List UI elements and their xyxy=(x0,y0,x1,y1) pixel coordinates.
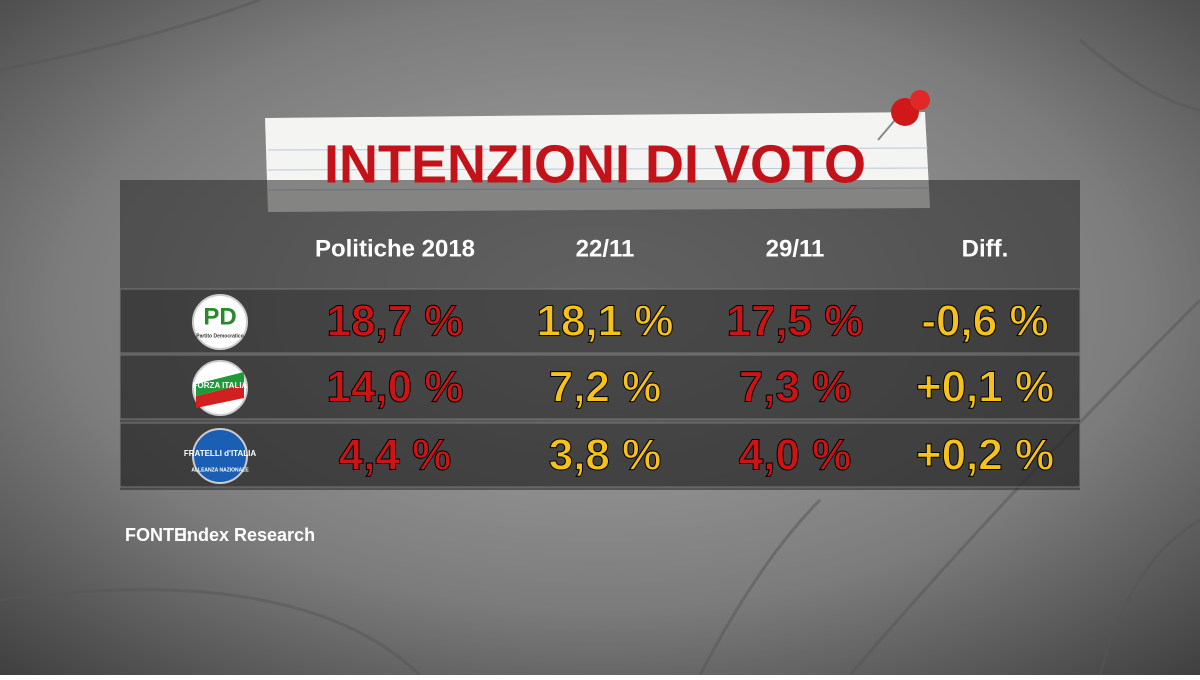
row-band xyxy=(119,354,1081,420)
source-label: FONTE: xyxy=(125,525,192,545)
cell-value: 7,3 % xyxy=(739,363,852,412)
row-band xyxy=(119,422,1081,488)
column-header: 29/11 xyxy=(766,235,825,262)
logo-mark: FRATELLI d'ITALIA xyxy=(184,449,256,458)
cell-value: +0,1 % xyxy=(916,363,1054,412)
cell-value: 18,1 % xyxy=(537,297,674,346)
logo-caption: Partito Democratico xyxy=(196,333,244,339)
party-logo xyxy=(192,294,248,350)
cell-value: 7,2 % xyxy=(549,363,662,412)
row-band xyxy=(119,288,1081,354)
logo-flag xyxy=(196,384,244,408)
title: INTENZIONI DI VOTO xyxy=(324,134,866,194)
logo-mark: PD xyxy=(203,303,236,330)
cell-value: 4,0 % xyxy=(739,431,852,480)
column-header: 22/11 xyxy=(576,235,635,262)
logo-mark: FORZA ITALIA xyxy=(193,381,248,390)
cell-value: 14,0 % xyxy=(327,363,464,412)
logo-flag xyxy=(196,372,244,396)
cell-value: 17,5 % xyxy=(727,297,864,346)
source: Index Research xyxy=(182,525,315,545)
logo-caption: ALLEANZA NAZIONALE xyxy=(191,467,249,473)
cell-value: +0,2 % xyxy=(916,431,1054,480)
table-panel xyxy=(120,180,1080,490)
push-pin xyxy=(877,90,930,141)
column-header: Diff. xyxy=(962,235,1009,262)
cell-value: 4,4 % xyxy=(339,431,452,480)
cell-value: 3,8 % xyxy=(549,431,662,480)
cell-value: -0,6 % xyxy=(921,297,1048,346)
cell-value: 18,7 % xyxy=(327,297,464,346)
party-logo xyxy=(192,428,248,484)
column-header: Politiche 2018 xyxy=(315,235,475,262)
